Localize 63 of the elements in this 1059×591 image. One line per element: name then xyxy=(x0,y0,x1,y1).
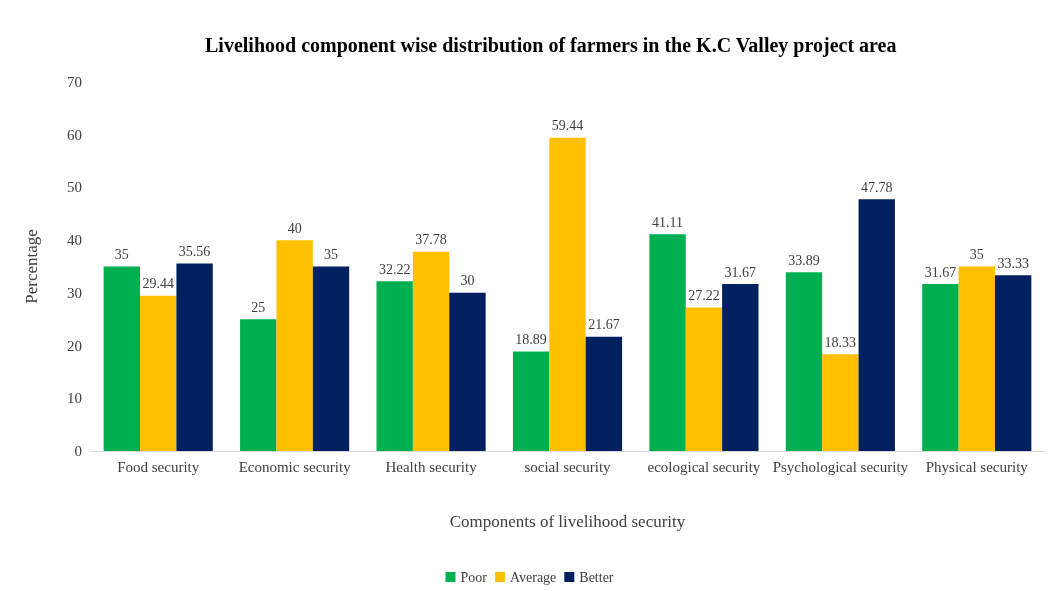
y-tick-label: 50 xyxy=(67,179,82,196)
data-label: 33.89 xyxy=(788,252,820,268)
bar xyxy=(785,272,823,451)
data-label: 30 xyxy=(460,273,475,289)
data-label: 35 xyxy=(969,247,984,262)
data-label: 35.56 xyxy=(178,244,211,260)
bar xyxy=(103,266,141,451)
data-label: 35 xyxy=(324,247,339,262)
y-tick-label: 10 xyxy=(67,390,82,407)
x-tick-label: ecological security xyxy=(647,458,761,475)
data-label: 18.89 xyxy=(515,331,547,347)
bar xyxy=(140,295,177,451)
data-label: 37.78 xyxy=(415,232,447,248)
x-tick-label: Food security xyxy=(117,458,200,475)
data-label: 27.22 xyxy=(688,288,720,304)
bar xyxy=(994,275,1032,451)
x-tick-label: social security xyxy=(524,458,612,475)
x-axis-title: Components of livelihood security xyxy=(449,512,686,531)
bar xyxy=(176,263,213,451)
data-label: 59.44 xyxy=(551,118,584,134)
legend-label: Poor xyxy=(460,569,488,585)
data-label: 33.33 xyxy=(997,255,1029,271)
x-tick-label: Psychological security xyxy=(772,458,909,475)
bar xyxy=(449,292,486,451)
bar xyxy=(922,284,959,451)
data-label: 18.33 xyxy=(824,334,857,350)
bar xyxy=(858,199,895,451)
bar xyxy=(722,284,759,451)
bar xyxy=(549,137,586,451)
data-label: 31.67 xyxy=(924,264,957,280)
data-label: 41.11 xyxy=(652,214,684,230)
x-tick-label: Physical security xyxy=(925,458,1029,475)
data-label: 40 xyxy=(287,220,302,236)
bar xyxy=(958,266,995,451)
bar xyxy=(649,234,686,451)
bar xyxy=(376,281,413,451)
bar xyxy=(585,336,623,451)
y-tick-label: 20 xyxy=(67,337,82,354)
bar xyxy=(822,354,859,451)
y-tick-label: 0 xyxy=(74,443,82,459)
data-label: 31.67 xyxy=(724,264,757,280)
data-label: 35 xyxy=(114,247,129,262)
bar xyxy=(276,240,313,451)
data-label: 21.67 xyxy=(588,317,620,333)
y-tick-label: 60 xyxy=(67,126,82,143)
bar xyxy=(685,307,723,451)
bar xyxy=(312,266,350,451)
data-label: 32.22 xyxy=(378,261,411,277)
data-label: 25 xyxy=(251,299,266,315)
chart-title: Livelihood component wise distribution of farmers in the K.C Valley project area xyxy=(205,34,897,57)
y-tick-label: 40 xyxy=(67,232,82,249)
data-label: 29.44 xyxy=(142,276,174,292)
bar xyxy=(512,351,550,451)
y-tick-label: 30 xyxy=(67,284,82,301)
bar xyxy=(240,319,277,451)
legend-label: Better xyxy=(579,569,614,585)
bar xyxy=(412,251,450,451)
data-label: 47.78 xyxy=(860,179,893,195)
legend-label: Average xyxy=(509,569,557,585)
y-tick-label: 70 xyxy=(67,74,82,90)
x-tick-label: Health security xyxy=(385,458,478,475)
y-axis-title: Percentage xyxy=(22,229,41,304)
x-tick-label: Economic security xyxy=(238,458,352,475)
